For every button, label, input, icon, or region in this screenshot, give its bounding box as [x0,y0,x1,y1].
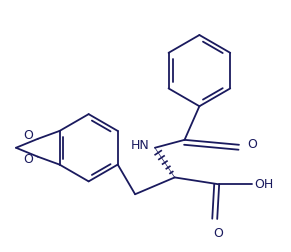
Text: OH: OH [254,178,273,191]
Text: O: O [23,153,33,166]
Text: O: O [213,227,223,240]
Text: O: O [23,129,33,142]
Text: O: O [247,138,257,151]
Text: HN: HN [131,139,150,152]
